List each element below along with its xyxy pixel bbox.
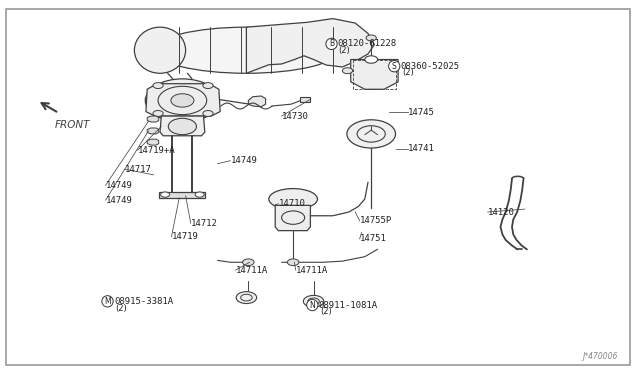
Circle shape [342, 68, 353, 74]
Text: 08911-1081A: 08911-1081A [319, 301, 378, 310]
Text: 14719: 14719 [172, 232, 198, 241]
Circle shape [145, 79, 220, 122]
Text: M: M [104, 297, 111, 306]
Text: 14717: 14717 [125, 165, 152, 174]
Text: 14751: 14751 [360, 234, 387, 243]
Circle shape [243, 259, 254, 266]
Ellipse shape [134, 27, 186, 73]
Text: 14711A: 14711A [236, 266, 268, 275]
Circle shape [347, 120, 396, 148]
Text: 08120-61228: 08120-61228 [337, 39, 396, 48]
Text: (2): (2) [402, 68, 413, 77]
Circle shape [171, 94, 194, 107]
Polygon shape [147, 139, 159, 145]
Text: 14755P: 14755P [360, 217, 392, 225]
Circle shape [153, 110, 163, 116]
Text: (2): (2) [115, 304, 127, 312]
Circle shape [203, 110, 213, 116]
Text: 14730: 14730 [282, 112, 308, 121]
Text: (2): (2) [320, 307, 332, 316]
Text: 14745: 14745 [408, 108, 435, 117]
Text: 14749: 14749 [230, 156, 257, 165]
Text: 14719+A: 14719+A [138, 146, 175, 155]
Circle shape [203, 83, 213, 89]
Ellipse shape [269, 189, 317, 209]
Ellipse shape [154, 27, 339, 73]
Circle shape [287, 259, 299, 266]
Text: 14710: 14710 [278, 199, 305, 208]
Polygon shape [300, 97, 310, 102]
Text: 08915-3381A: 08915-3381A [114, 297, 173, 306]
Text: 14749: 14749 [106, 181, 132, 190]
Polygon shape [351, 60, 398, 89]
Polygon shape [147, 128, 159, 134]
Polygon shape [248, 96, 266, 107]
Polygon shape [159, 192, 205, 198]
Polygon shape [147, 116, 159, 122]
Text: 14711A: 14711A [296, 266, 328, 275]
Text: 14749: 14749 [106, 196, 132, 205]
Text: N: N [310, 301, 315, 310]
Circle shape [168, 118, 196, 135]
Circle shape [303, 295, 324, 307]
Text: 14120: 14120 [488, 208, 515, 217]
Text: 14712: 14712 [191, 219, 218, 228]
Circle shape [195, 192, 204, 197]
Text: 08360-52025: 08360-52025 [400, 62, 459, 71]
Circle shape [236, 292, 257, 304]
Text: S: S [392, 62, 397, 71]
Polygon shape [275, 205, 310, 231]
Text: (2): (2) [338, 46, 349, 55]
Text: 14741: 14741 [408, 144, 435, 153]
Circle shape [153, 83, 163, 89]
Circle shape [366, 35, 376, 41]
Polygon shape [246, 19, 374, 73]
Polygon shape [146, 84, 220, 116]
Text: FRONT: FRONT [54, 120, 90, 130]
Text: J*470006: J*470006 [582, 352, 618, 361]
Text: B: B [329, 39, 334, 48]
Circle shape [365, 56, 378, 63]
Polygon shape [160, 116, 205, 136]
Circle shape [161, 192, 170, 197]
